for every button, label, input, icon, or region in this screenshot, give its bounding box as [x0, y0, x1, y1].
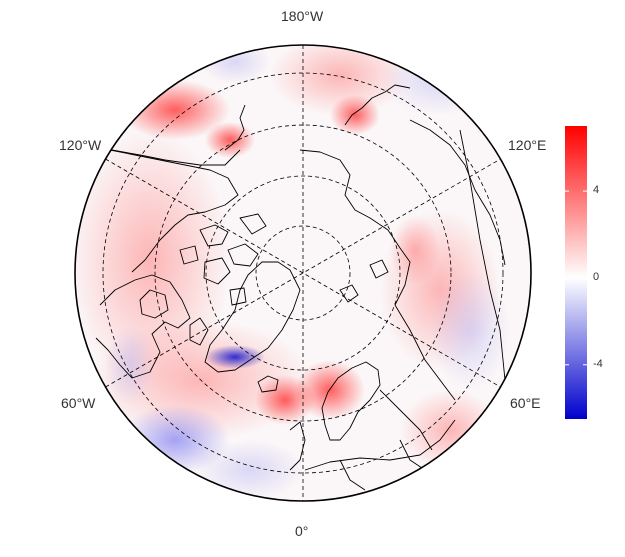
colorbar-ticks — [565, 190, 587, 366]
lon-label-lower-right: 60°E — [510, 395, 541, 411]
lon-label-lower-left: 60°W — [61, 395, 96, 411]
colorbar — [565, 126, 587, 419]
colorbar-tick-label: 4 — [593, 184, 600, 197]
colorbar-tick-label: 0 — [593, 270, 600, 283]
lon-label-bottom: 0° — [295, 523, 309, 539]
colorbar-tick-label: -4 — [593, 357, 603, 370]
lon-label-upper-right: 120°E — [508, 137, 547, 153]
lon-label-upper-left: 120°W — [59, 137, 102, 153]
lon-label-top: 180°W — [281, 8, 324, 24]
coastlines — [95, 84, 506, 491]
graticule — [102, 45, 504, 501]
map-boundary — [74, 44, 532, 502]
